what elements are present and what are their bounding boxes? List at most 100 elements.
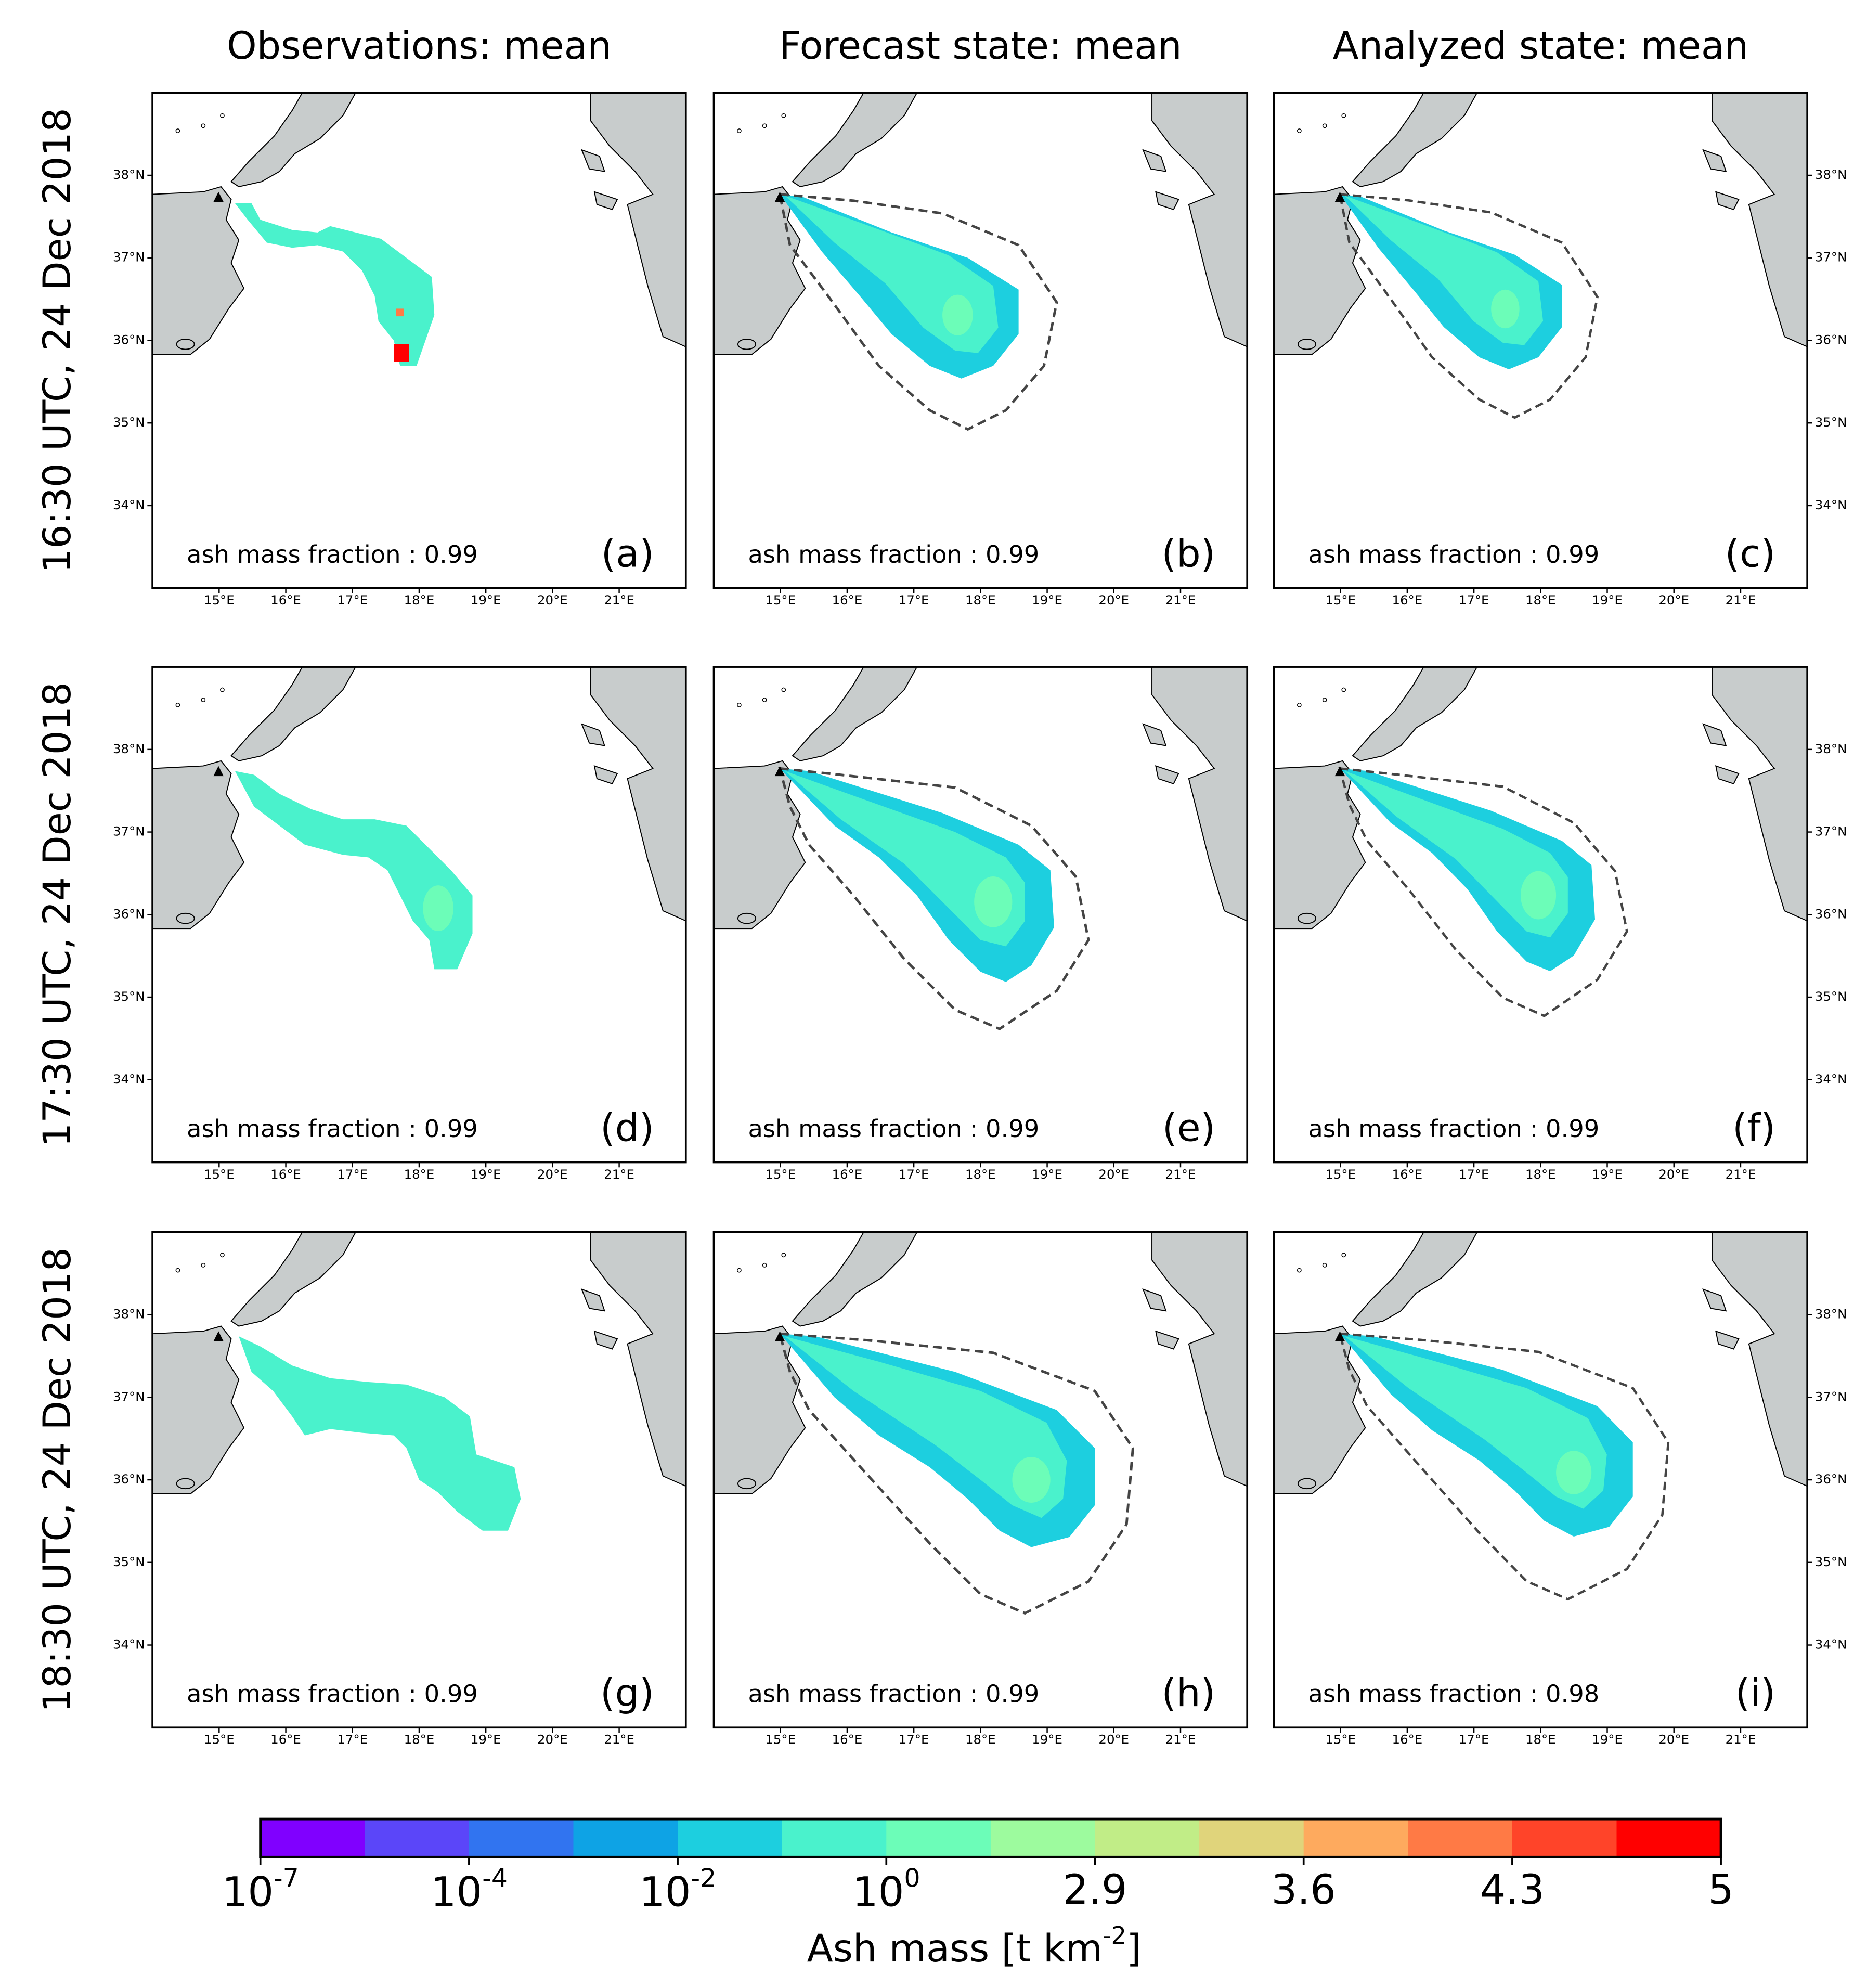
colorbar-tick-label: 5 — [1708, 1866, 1734, 1914]
colorbar-segment — [886, 1819, 992, 1857]
column-title: Observations: mean — [227, 24, 612, 68]
x-tick-label: 15°E — [1325, 1167, 1356, 1182]
annotation: ash mass fraction : 0.99 — [748, 1115, 1039, 1143]
x-tick-label: 21°E — [1726, 1167, 1756, 1182]
tick-exponent: 0 — [904, 1863, 920, 1893]
x-tick-label: 17°E — [337, 1732, 368, 1747]
panel-label: (b) — [1161, 532, 1215, 576]
colorbar-tick-label: 100 — [852, 1863, 920, 1916]
x-tick-label: 17°E — [899, 1167, 929, 1182]
x-tick-label: 15°E — [204, 592, 235, 608]
y-tick-label: 35°N — [1815, 989, 1847, 1004]
y-tick-label: 35°N — [113, 1554, 145, 1569]
panel-label: (a) — [601, 532, 654, 576]
tick-base: 10 — [431, 1869, 482, 1916]
x-tick-label: 21°E — [1726, 592, 1756, 608]
x-tick-label: 21°E — [1165, 1732, 1196, 1747]
tick-base: 10 — [222, 1869, 274, 1916]
map-area — [714, 667, 1248, 1163]
column-title: Forecast state: mean — [779, 24, 1182, 68]
y-tick-label: 38°N — [1815, 167, 1847, 182]
colorbar-label: Ash mass [t km-2] — [807, 1921, 1142, 1971]
x-tick-label: 15°E — [765, 592, 796, 608]
x-tick-label: 20°E — [537, 1167, 568, 1182]
x-tick-label: 18°E — [965, 1167, 996, 1182]
x-tick-label: 19°E — [471, 1167, 501, 1182]
label-exponent: -2 — [1103, 1921, 1126, 1950]
annotation: ash mass fraction : 0.99 — [1308, 1115, 1599, 1143]
x-tick-label: 21°E — [604, 1167, 634, 1182]
y-tick-label: 37°N — [113, 824, 145, 839]
x-tick-label: 21°E — [604, 592, 634, 608]
map-area — [714, 1232, 1248, 1728]
y-tick-label: 34°N — [113, 497, 145, 512]
y-tick-label: 37°N — [1815, 824, 1847, 839]
y-tick-label: 36°N — [1815, 332, 1847, 347]
y-tick-label: 35°N — [1815, 1554, 1847, 1569]
x-tick-label: 18°E — [965, 1732, 996, 1747]
tick-exponent: -2 — [691, 1863, 716, 1893]
x-tick-label: 17°E — [1459, 592, 1489, 608]
colorbar-tick-label: 10-7 — [222, 1863, 299, 1916]
x-tick-label: 21°E — [1726, 1732, 1756, 1747]
y-tick-label: 37°N — [113, 250, 145, 265]
y-tick-label: 37°N — [1815, 1389, 1847, 1404]
x-tick-label: 20°E — [537, 592, 568, 608]
colorbar-segment — [1512, 1819, 1617, 1857]
map-panel: ash mass fraction : 0.99 (e) 15°E 16°E 17°E 1… — [712, 666, 1249, 1182]
y-tick-label: 35°N — [1815, 415, 1847, 430]
map-panel: ash mass fraction : 0.99 (c) 15°E 16°E 17°E 1… — [1273, 92, 1847, 608]
colorbar-segment — [678, 1819, 783, 1857]
x-tick-label: 20°E — [537, 1732, 568, 1747]
row-title: 16:30 UTC, 24 Dec 2018 — [35, 108, 80, 573]
x-tick-label: 19°E — [1032, 1732, 1062, 1747]
x-tick-label: 15°E — [765, 1732, 796, 1747]
row-title: 17:30 UTC, 24 Dec 2018 — [35, 682, 80, 1147]
colorbar-tick-label: 4.3 — [1480, 1866, 1545, 1914]
x-tick-label: 19°E — [1592, 592, 1623, 608]
map-panel: ash mass fraction : 0.99 (a) 15°E 16°E 17°E 1… — [113, 92, 687, 608]
y-tick-label: 38°N — [113, 167, 145, 182]
x-tick-label: 19°E — [1592, 1732, 1623, 1747]
colorbar-segment — [260, 1819, 366, 1857]
x-tick-label: 15°E — [1325, 1732, 1356, 1747]
map-panel: ash mass fraction : 0.99 (f) 15°E 16°E 17°E 1… — [1273, 666, 1847, 1182]
y-tick-label: 38°N — [113, 741, 145, 756]
y-tick-label: 36°N — [113, 332, 145, 347]
y-tick-label: 34°N — [1815, 1637, 1847, 1652]
colorbar-tick-label: 10-4 — [431, 1863, 508, 1916]
x-tick-label: 16°E — [270, 592, 301, 608]
x-tick-label: 16°E — [270, 1732, 301, 1747]
panel-label: (h) — [1162, 1671, 1216, 1715]
x-tick-label: 20°E — [1098, 592, 1129, 608]
colorbar-segment — [469, 1819, 574, 1857]
colorbar-segment — [1095, 1819, 1200, 1857]
x-tick-label: 21°E — [604, 1732, 634, 1747]
y-tick-label: 36°N — [113, 906, 145, 921]
annotation: ash mass fraction : 0.99 — [187, 540, 478, 569]
x-tick-label: 15°E — [1325, 592, 1356, 608]
x-tick-label: 21°E — [1165, 592, 1196, 608]
x-tick-label: 17°E — [1459, 1732, 1489, 1747]
x-tick-label: 18°E — [1525, 592, 1556, 608]
y-tick-label: 38°N — [113, 1307, 145, 1322]
x-tick-label: 19°E — [1032, 1167, 1062, 1182]
y-tick-label: 36°N — [1815, 906, 1847, 921]
map-area — [714, 93, 1248, 588]
y-tick-label: 34°N — [1815, 1072, 1847, 1087]
y-tick-label: 38°N — [1815, 741, 1847, 756]
panels: ash mass fraction : 0.99 (a) 15°E 16°E 17°E 1… — [113, 92, 1847, 1747]
annotation: ash mass fraction : 0.98 — [1308, 1680, 1599, 1708]
y-tick-label: 35°N — [113, 989, 145, 1004]
y-tick-label: 37°N — [1815, 250, 1847, 265]
x-tick-label: 19°E — [471, 1732, 501, 1747]
colorbar-segment — [1616, 1819, 1722, 1857]
x-tick-label: 19°E — [471, 592, 501, 608]
x-tick-label: 21°E — [1165, 1167, 1196, 1182]
x-tick-label: 15°E — [204, 1732, 235, 1747]
map-area — [1274, 1232, 1808, 1728]
colorbar-segment — [1303, 1819, 1409, 1857]
x-tick-label: 16°E — [270, 1167, 301, 1182]
